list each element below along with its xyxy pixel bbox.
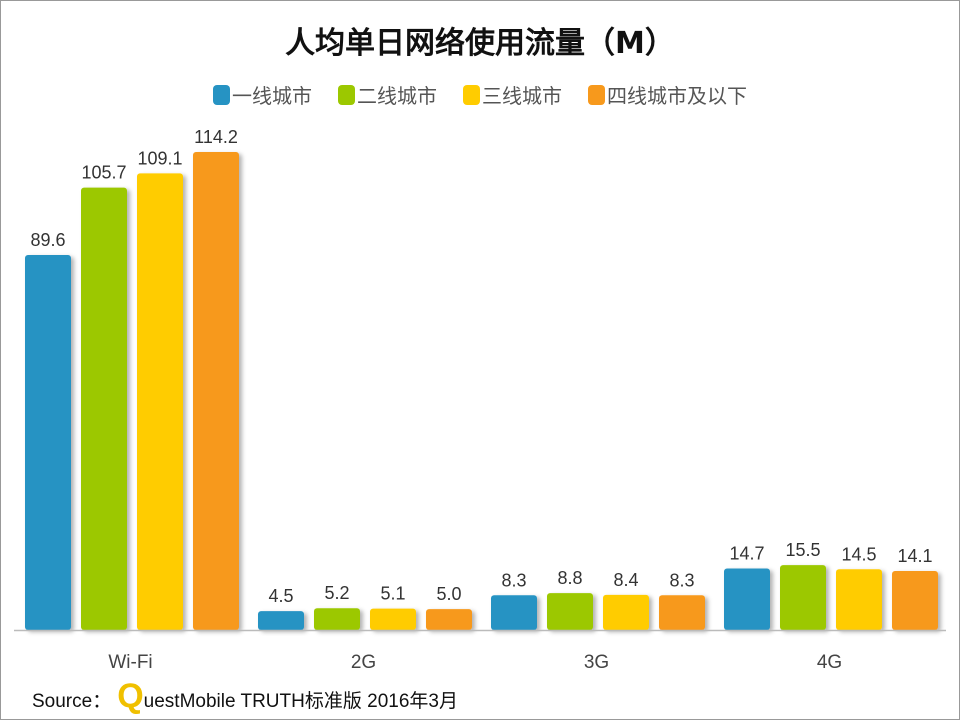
data-label: 8.3 — [669, 570, 694, 590]
data-label: 15.5 — [785, 540, 820, 560]
bar — [603, 594, 649, 630]
legend-swatch — [213, 84, 230, 105]
data-label: 89.6 — [30, 230, 65, 250]
legend-swatch — [588, 84, 605, 105]
legend: 一线城市 二线城市 三线城市 四线城市及以下 — [0, 80, 960, 109]
legend-label: 三线城市 — [482, 84, 562, 108]
data-label: 8.8 — [557, 568, 582, 588]
source-text: uestMobile TRUTH标准版 2016年3月 — [143, 691, 458, 712]
legend-item: 二线城市 — [338, 80, 437, 109]
bar — [314, 608, 360, 630]
legend-swatch — [338, 84, 355, 105]
legend-swatch — [463, 84, 480, 105]
data-label: 14.5 — [841, 544, 876, 564]
bar — [836, 569, 882, 630]
bar — [547, 593, 593, 630]
bar — [780, 565, 826, 630]
data-label: 14.7 — [729, 543, 764, 563]
legend-item: 四线城市及以下 — [588, 80, 747, 109]
legend-label: 四线城市及以下 — [607, 84, 747, 108]
data-label: 8.4 — [613, 570, 638, 590]
bar — [25, 254, 71, 630]
data-label: 105.7 — [81, 163, 126, 183]
bar — [892, 570, 938, 630]
data-label: 5.0 — [436, 584, 461, 604]
source-prefix: Source： — [32, 691, 112, 712]
bar — [491, 595, 537, 630]
data-label: 5.1 — [380, 584, 405, 604]
x-tick-label: Wi-Fi — [108, 652, 152, 673]
bar — [724, 568, 770, 630]
data-label: 109.1 — [137, 148, 182, 168]
legend-label: 一线城市 — [232, 84, 312, 108]
x-tick-label: 4G — [817, 652, 842, 673]
data-label: 5.2 — [324, 583, 349, 603]
data-label: 14.1 — [897, 546, 932, 566]
x-tick-label: 3G — [584, 652, 609, 673]
x-tick-label: 2G — [351, 652, 376, 673]
source-note: Source： Q uestMobile TRUTH标准版 2016年3月 — [32, 677, 458, 715]
bar — [258, 611, 304, 630]
bar — [193, 152, 239, 630]
data-label: 8.3 — [501, 570, 526, 590]
bar — [370, 608, 416, 630]
bar — [426, 609, 472, 630]
bar — [137, 173, 183, 631]
data-label: 114.2 — [194, 127, 238, 147]
questmobile-logo: Q — [117, 677, 144, 715]
legend-item: 一线城市 — [213, 80, 312, 109]
bar — [81, 187, 127, 630]
chart-title: 人均单日网络使用流量（M） — [285, 26, 675, 61]
legend-label: 二线城市 — [357, 84, 437, 108]
data-label: 4.5 — [268, 586, 293, 606]
bar — [659, 595, 705, 630]
legend-item: 三线城市 — [463, 80, 562, 109]
